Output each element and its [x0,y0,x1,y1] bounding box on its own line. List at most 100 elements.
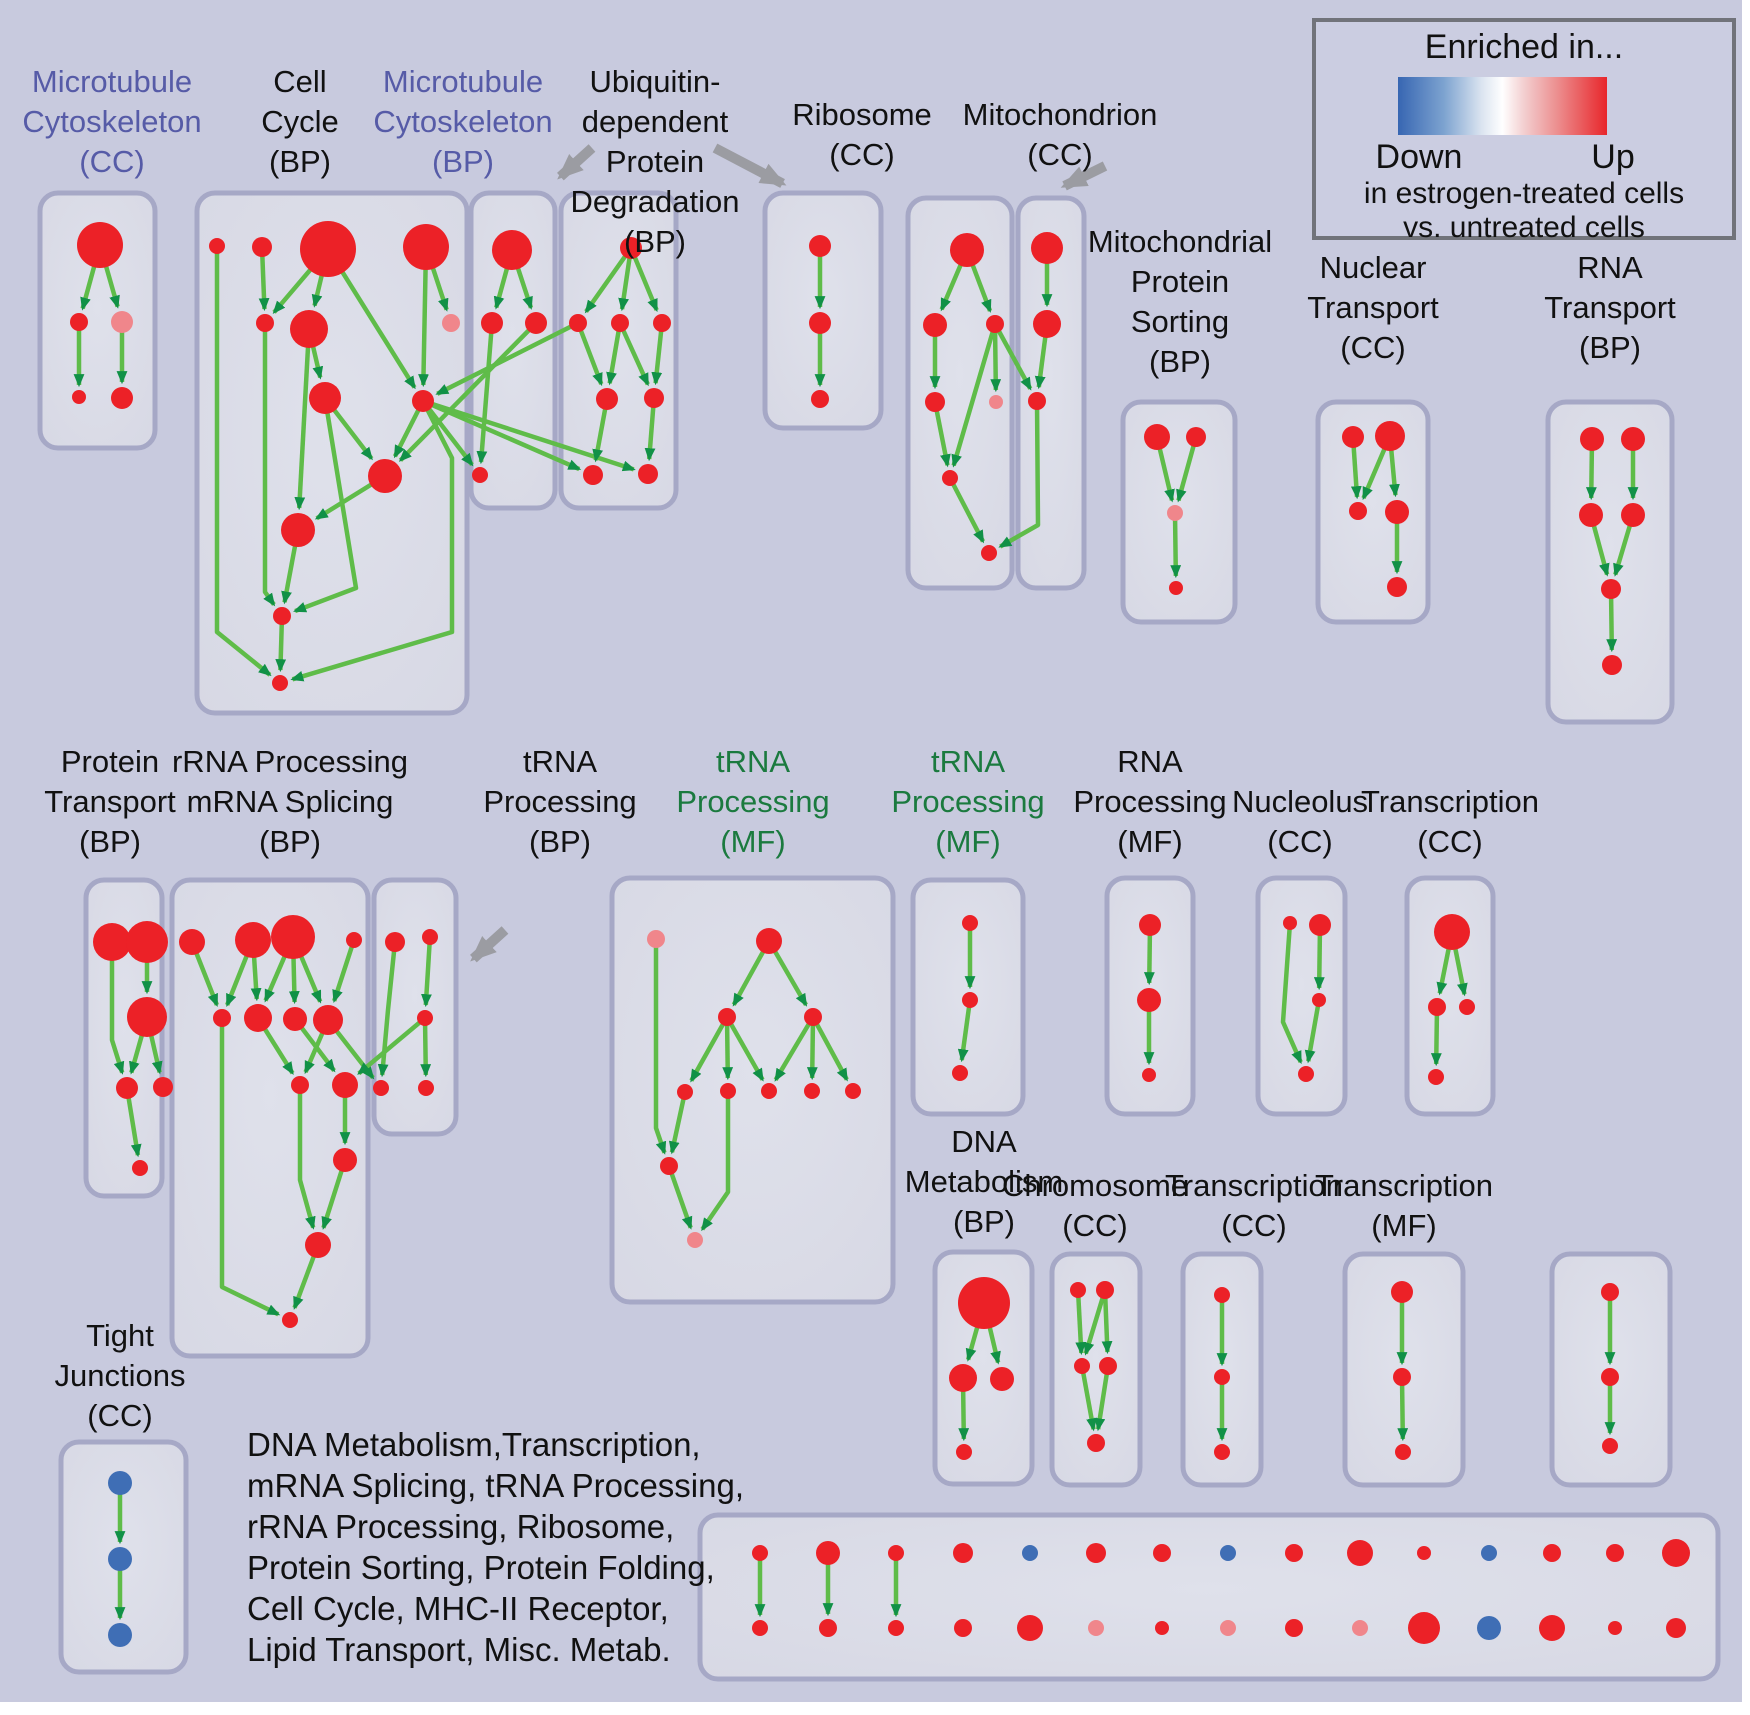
edge-arrow [668,1091,688,1155]
go-term-node [1086,1543,1106,1563]
cluster-label: Protein Transport (BP) [44,744,176,859]
edge-arrow [219,1018,281,1317]
go-term-node [492,230,532,270]
go-term-node [1099,1357,1117,1375]
go-term-node [819,1619,837,1637]
go-term-node [1214,1287,1230,1303]
edge-arrow [948,476,985,544]
go-term-node [313,1005,343,1035]
go-term-node [1283,916,1297,930]
cluster-label: Microtubule Cytoskeleton (BP) [373,64,553,179]
go-term-node [644,388,664,408]
go-term-node [952,1065,968,1081]
cluster-label: Mitochondrial Protein Sorting (BP) [1087,224,1273,379]
go-term-node [309,382,341,414]
go-term-node [1298,1066,1314,1082]
edge-arrow [357,1016,427,1076]
edge-arrow [951,323,998,468]
go-term-node [108,1623,132,1647]
go-term-node [888,1545,904,1561]
go-term-node [271,915,315,959]
go-term-node [1017,1615,1043,1641]
go-term-node [111,387,133,409]
go-term-node [1539,1615,1565,1641]
legend-down-label: Down [1375,138,1463,176]
edge-arrow [700,1091,731,1232]
edge-arrow [294,328,312,511]
go-term-node [962,992,978,1008]
go-term-node [1342,426,1364,448]
cluster-label: Chromosome (CC) [1001,1168,1189,1243]
go-term-node [1155,1621,1169,1635]
edge-arrow [1101,1289,1113,1355]
edge-arrow [1176,436,1199,503]
go-term-node [1477,1616,1501,1640]
edge-arrow [1075,1289,1087,1356]
edge-arrow [290,399,455,682]
go-term-node [1028,392,1046,410]
go-term-node [70,313,88,331]
go-term-node [1169,581,1183,595]
go-term-node [1459,999,1475,1015]
go-term-node [1375,421,1405,451]
label-pointer-arrow [470,926,509,963]
go-term-node [1391,1281,1413,1303]
go-term-node [1428,1069,1444,1085]
edge-arrow [258,246,270,312]
go-term-node [809,235,831,257]
go-term-node [1606,1544,1624,1562]
go-term-node [346,932,362,948]
go-term-node [687,1232,703,1248]
go-term-node [290,310,328,348]
go-term-node [126,921,168,963]
go-term-node [1033,310,1061,338]
color-legend: Enriched in... Down Up in estrogen-treat… [1312,18,1736,244]
go-term-node [923,313,947,337]
go-term-node [660,1157,678,1175]
edge-arrow [651,322,665,386]
go-term-node [305,1232,331,1258]
go-term-node [1579,503,1603,527]
go-term-node [986,315,1004,333]
go-term-node [1417,1546,1431,1560]
edge-arrow [722,1016,734,1081]
go-term-node [412,390,434,412]
edge-arrow [332,939,357,1004]
go-term-node [385,932,405,952]
go-term-node [962,915,978,931]
go-term-node [583,465,603,485]
edge-arrow [617,322,650,387]
label-pointer-arrow [1060,161,1108,191]
go-term-node [373,1080,389,1096]
go-term-node [116,1077,138,1099]
cluster-label: Tight Junctions (CC) [54,1318,186,1433]
go-term-node [809,312,831,334]
go-term-node [954,1619,972,1637]
edge-arrow [418,246,429,388]
go-term-node [1142,1068,1156,1082]
edge-arrow [811,1015,849,1082]
cluster-label: Transcription (CC) [1360,784,1540,859]
go-term-node [281,513,315,547]
cluster-label: tRNA Processing (MF) [676,744,830,859]
go-term-node [417,1010,433,1026]
go-term-node [1408,1612,1440,1644]
merged-terms-note: DNA Metabolism,Transcription, mRNA Splic… [247,1426,745,1668]
edge-arrow [1430,1006,1442,1067]
go-term-node [127,997,167,1037]
go-term-node [1022,1545,1038,1561]
legend-gradient-bar [1398,77,1607,135]
rrna-mrna-box [169,877,371,1359]
go-term-node [525,312,547,334]
ubiquitin-degradation-box-a [558,190,679,511]
go-term-node [1167,505,1183,521]
go-term-node [720,1083,736,1099]
go-term-node [956,1444,972,1460]
edge-arrow [957,999,973,1063]
go-term-node [1349,502,1367,520]
go-term-node [332,1072,358,1098]
go-term-node [209,238,225,254]
go-term-node [422,929,438,945]
go-term-node [111,311,133,333]
